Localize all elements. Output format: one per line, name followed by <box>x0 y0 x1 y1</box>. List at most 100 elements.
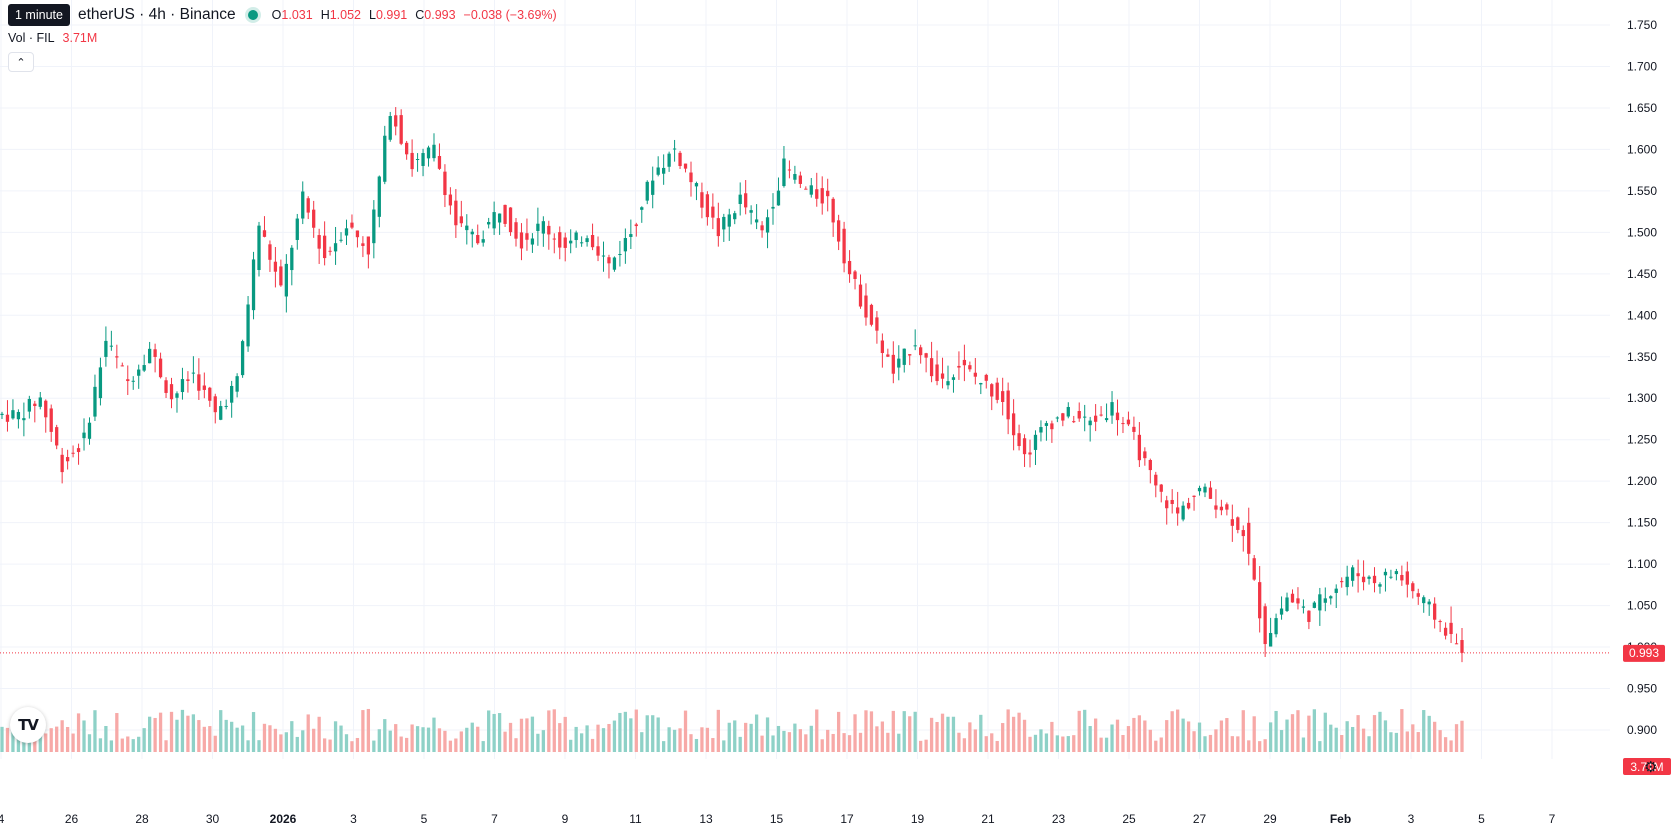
volume-bar <box>683 710 688 752</box>
candle-body <box>847 260 852 275</box>
candle-body <box>1225 504 1229 510</box>
volume-bar <box>142 728 146 752</box>
candle-body <box>421 153 425 166</box>
volume-bar <box>22 737 26 752</box>
price-tick-label: 1.050 <box>1627 599 1657 613</box>
volume-bar <box>1422 710 1426 752</box>
volume-bar <box>1279 730 1284 752</box>
candle-body <box>1394 571 1399 575</box>
volume-bar <box>1449 740 1453 752</box>
volume-bar <box>197 720 201 752</box>
volume-bar <box>782 730 786 752</box>
candle-body <box>1433 603 1437 620</box>
volume-bar <box>1055 735 1059 752</box>
tradingview-logo-icon[interactable]: TV <box>10 707 46 743</box>
candle-body <box>399 115 403 144</box>
candle-body <box>558 232 562 248</box>
volume-bar <box>1148 729 1152 752</box>
volume-legend[interactable]: Vol · FIL 3.71M <box>8 31 97 45</box>
volume-bar <box>1104 737 1109 752</box>
candle-body <box>240 341 245 376</box>
volume-bar <box>858 732 863 752</box>
time-tick-label: 29 <box>1263 812 1277 826</box>
price-tick-label: 1.300 <box>1627 391 1657 405</box>
chevron-up-icon: ⌃ <box>16 56 26 69</box>
candle-body <box>126 379 130 382</box>
volume-bar <box>836 711 841 752</box>
volume-bar <box>924 739 928 752</box>
candle-body <box>487 222 491 225</box>
candle-body <box>924 353 928 358</box>
candle-body <box>55 427 59 446</box>
volume-bar <box>1416 732 1420 752</box>
candle-body <box>815 189 819 199</box>
candle-body <box>793 174 797 180</box>
volume-bar <box>301 730 305 752</box>
volume-bar <box>421 727 425 752</box>
volume-bar <box>1154 740 1158 752</box>
volume-bar <box>694 738 699 752</box>
candle-body <box>962 359 967 366</box>
market-status-icon[interactable] <box>247 10 258 20</box>
volume-bar <box>262 723 267 752</box>
candle-body <box>897 358 901 368</box>
collapse-legend-button[interactable]: ⌃ <box>8 52 34 72</box>
gear-icon[interactable]: ⚙ <box>1644 759 1658 776</box>
candle-body <box>175 393 179 398</box>
candle-body <box>831 198 835 223</box>
candle-body <box>547 225 551 235</box>
candle-body <box>569 240 573 244</box>
volume-bar <box>1050 721 1054 752</box>
volume-bar <box>1126 726 1131 752</box>
volume-bar <box>1438 730 1442 752</box>
volume-legend-value: 3.71M <box>62 31 98 45</box>
volume-bar <box>328 739 332 752</box>
volume-bar <box>1181 718 1185 752</box>
candle-body <box>902 348 906 365</box>
candle-body <box>1039 427 1043 433</box>
time-tick-label: 17 <box>840 812 854 826</box>
volume-bar <box>1219 720 1224 752</box>
volume-bar <box>957 732 961 752</box>
candle-body <box>1258 582 1262 619</box>
candle-body <box>716 218 720 237</box>
volume-bar <box>776 725 781 752</box>
price-change: −0.038 (−3.69%) <box>463 8 557 22</box>
time-tick-label: 27 <box>1193 812 1207 826</box>
symbol-title[interactable]: etherUS · 4h · Binance <box>78 6 236 23</box>
candle-body <box>1159 484 1163 492</box>
volume-bar <box>1307 715 1311 752</box>
volume-bar <box>148 716 152 752</box>
volume-bar <box>1099 737 1103 752</box>
volume-bar <box>1389 732 1393 752</box>
candle-body <box>33 403 37 407</box>
volume-bar <box>246 740 250 752</box>
candle-body <box>1115 412 1120 421</box>
volume-bar <box>1033 734 1038 752</box>
candle-body <box>618 254 622 256</box>
volume-bar <box>279 734 283 752</box>
candle-body <box>1400 575 1404 581</box>
time-axis[interactable]: 4 26 28 30 2026 3 5 7 9 11 13 15 17 19 21 23 25 27 29 Feb 3 5… <box>0 812 1556 826</box>
volume-bar <box>552 709 556 752</box>
candle-body <box>771 206 775 209</box>
price-axis[interactable]: 1.750 1.700 1.650 1.600 1.550 1.500 1.450 1.400… <box>1627 18 1657 737</box>
volume-bar <box>476 726 480 752</box>
candle-body <box>60 454 64 473</box>
volume-label: 3.71M <box>1630 760 1663 774</box>
candle-body <box>350 222 354 228</box>
volume-bar <box>1350 726 1355 752</box>
volume-bar <box>1208 734 1213 752</box>
volume-bar <box>711 738 715 752</box>
candle-body <box>268 244 272 260</box>
volume-bar <box>1454 724 1459 752</box>
candle-body <box>809 185 813 195</box>
candle-body <box>1050 423 1054 430</box>
volume-bar <box>946 716 950 752</box>
volume-bar <box>919 740 923 752</box>
candle-body <box>1350 567 1355 581</box>
volume-bar <box>115 713 119 752</box>
candle-body <box>1411 583 1415 592</box>
candle-body <box>153 349 157 357</box>
